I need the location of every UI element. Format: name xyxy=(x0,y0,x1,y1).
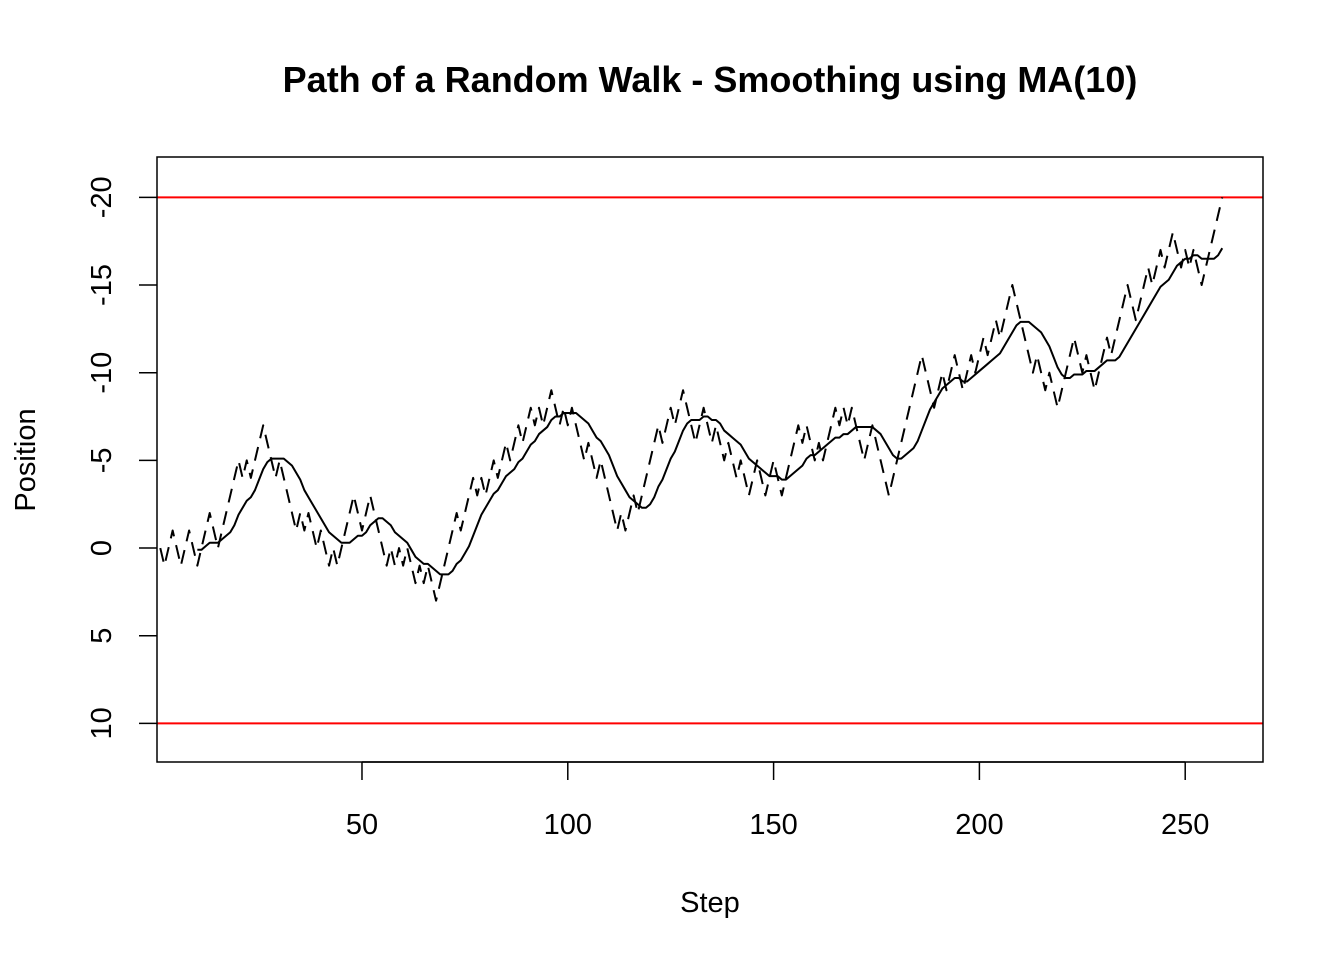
x-tick-label: 200 xyxy=(955,809,1003,841)
y-tick-label: 5 xyxy=(86,628,118,644)
random-walk-line xyxy=(159,197,1224,602)
x-tick-label: 50 xyxy=(346,809,378,841)
y-tick-label: -10 xyxy=(86,352,118,394)
y-tick-label: -5 xyxy=(86,447,118,473)
y-tick-label: 0 xyxy=(86,540,118,556)
moving-average-line xyxy=(197,247,1224,576)
x-tick-label: 250 xyxy=(1161,809,1209,841)
y-tick-label: 10 xyxy=(86,707,118,739)
x-tick-label: 150 xyxy=(749,809,797,841)
y-axis-label: Position xyxy=(10,408,42,511)
x-axis-label: Step xyxy=(680,887,740,919)
chart-title: Path of a Random Walk - Smoothing using … xyxy=(283,59,1138,100)
x-tick-label: 100 xyxy=(544,809,592,841)
y-tick-label: -20 xyxy=(86,176,118,218)
plot-frame xyxy=(156,156,1264,763)
y-tick-label: -15 xyxy=(86,264,118,306)
